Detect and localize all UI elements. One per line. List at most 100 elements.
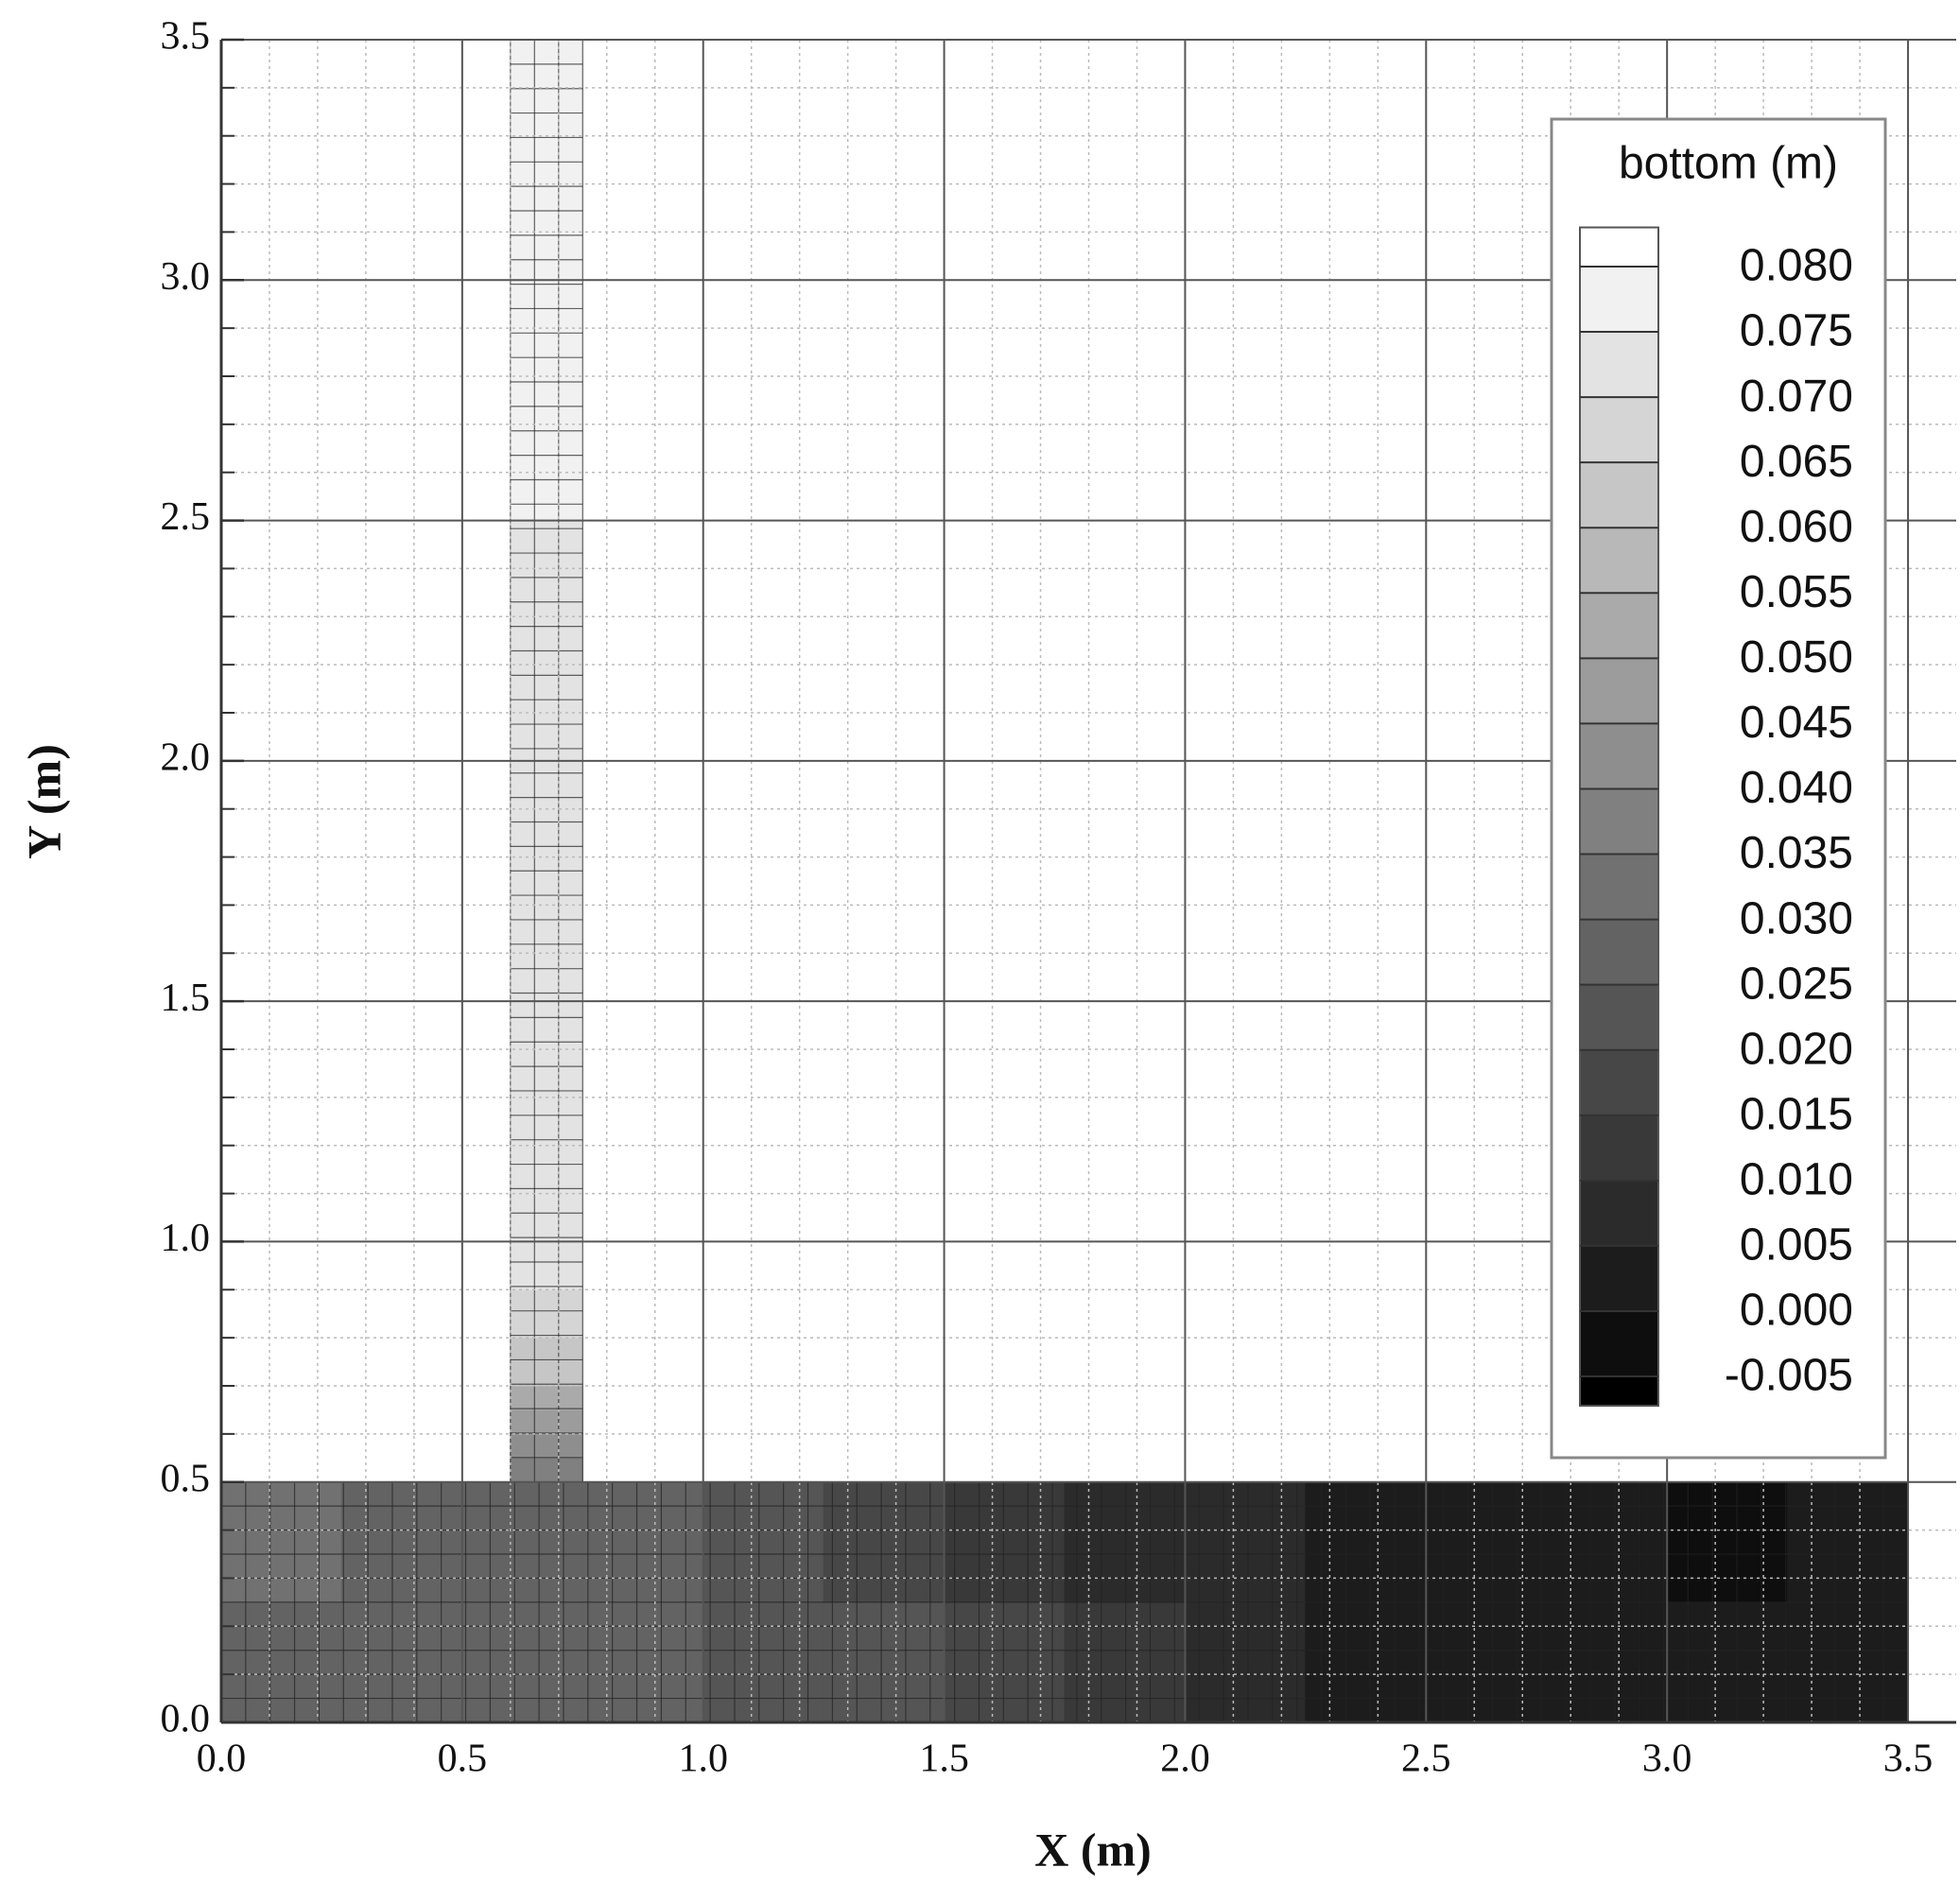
colorbar-label: 0.020 bbox=[1740, 1024, 1853, 1074]
colorbar-label: 0.045 bbox=[1740, 698, 1853, 748]
y-tick-label: 3.5 bbox=[161, 15, 211, 59]
y-tick-label: 1.5 bbox=[161, 977, 211, 1020]
colorbar-band bbox=[1580, 1180, 1658, 1246]
y-tick-label: 3.0 bbox=[161, 255, 211, 299]
colorbar-label: 0.050 bbox=[1740, 632, 1853, 683]
colorbar-band bbox=[1580, 788, 1658, 855]
y-tick-label: 2.0 bbox=[161, 735, 211, 779]
colorbar-label: 0.025 bbox=[1740, 959, 1853, 1009]
field-cell bbox=[1425, 1481, 1548, 1603]
field-cell bbox=[1305, 1601, 1427, 1723]
field-cell bbox=[220, 1481, 342, 1603]
x-tick-label: 1.5 bbox=[919, 1738, 969, 1781]
field-cell bbox=[1546, 1601, 1668, 1723]
colorbar-band bbox=[1580, 658, 1658, 724]
x-tick-label: 2.0 bbox=[1160, 1738, 1210, 1781]
field-cell bbox=[510, 520, 583, 762]
field bbox=[220, 39, 1909, 1723]
field-cell bbox=[220, 1601, 342, 1723]
field-cell bbox=[461, 1601, 583, 1723]
field-cell bbox=[510, 1409, 583, 1435]
colorbar-label: 0.065 bbox=[1740, 437, 1853, 487]
colorbar-label: 0.055 bbox=[1740, 567, 1853, 617]
field-cell bbox=[823, 1601, 945, 1723]
colorbar-band bbox=[1580, 919, 1658, 985]
colorbar-band bbox=[1580, 527, 1658, 594]
colorbar-label: 0.005 bbox=[1740, 1220, 1853, 1271]
field-cell bbox=[1184, 1601, 1307, 1723]
field-cell bbox=[510, 1240, 583, 1290]
field-cell bbox=[1305, 1481, 1427, 1603]
field-cell bbox=[1546, 1481, 1668, 1603]
field-cell bbox=[581, 1601, 704, 1723]
colorbar-label: 0.010 bbox=[1740, 1154, 1853, 1204]
colorbar-band bbox=[1580, 984, 1658, 1050]
field-cell bbox=[823, 1481, 945, 1603]
colorbar-band bbox=[1580, 462, 1658, 528]
y-tick-label: 0.0 bbox=[161, 1698, 211, 1741]
x-tick-label: 0.5 bbox=[438, 1738, 488, 1781]
field-cell bbox=[1064, 1481, 1186, 1603]
field-cell bbox=[1666, 1481, 1789, 1603]
axes: 0.0 0.5 1.0 1.5 2.0 2.5 3.0 3.5 0.0 0.5 1.0 1.5 2.0 2… bbox=[161, 15, 1956, 1781]
colorbar-band bbox=[1580, 267, 1658, 333]
y-tick-label: 2.5 bbox=[161, 495, 211, 539]
field-cell bbox=[1787, 1481, 1909, 1603]
colorbar-band bbox=[1580, 1310, 1658, 1376]
colorbar-band bbox=[1580, 1049, 1658, 1115]
colorbar-label: 0.015 bbox=[1740, 1089, 1853, 1139]
field-cell bbox=[1184, 1481, 1307, 1603]
field-cell bbox=[510, 1457, 583, 1483]
x-tick-label: 0.0 bbox=[197, 1738, 247, 1781]
colorbar-band bbox=[1580, 332, 1658, 398]
field-cell bbox=[340, 1601, 463, 1723]
x-tick-label: 3.5 bbox=[1883, 1738, 1934, 1781]
colorbar-band bbox=[1580, 1245, 1658, 1311]
field-cell bbox=[1064, 1601, 1186, 1723]
field-cell bbox=[1425, 1601, 1548, 1723]
field-cell bbox=[1787, 1601, 1909, 1723]
colorbar-label: 0.080 bbox=[1740, 241, 1853, 291]
field-cell bbox=[581, 1481, 704, 1603]
colorbar-band bbox=[1580, 723, 1658, 789]
colorbar-label: 0.040 bbox=[1740, 763, 1853, 813]
x-tick-label: 2.5 bbox=[1401, 1738, 1451, 1781]
field-cell bbox=[461, 1481, 583, 1603]
field-cell bbox=[510, 1288, 583, 1339]
colorbar-label: 0.030 bbox=[1740, 893, 1853, 943]
x-tick-label: 1.0 bbox=[678, 1738, 728, 1781]
y-tick-label: 0.5 bbox=[161, 1457, 211, 1500]
colorbar-band bbox=[1580, 1115, 1658, 1181]
field-cell bbox=[510, 1385, 583, 1410]
field-cell bbox=[510, 1000, 583, 1242]
y-tick-label: 1.0 bbox=[161, 1217, 211, 1260]
colorbar-legend: bottom (m) -0.005 0.000 0.005 0.010 0.015 0.0… bbox=[1550, 117, 1887, 1460]
field-cell bbox=[510, 760, 583, 1002]
colorbar-frame bbox=[1579, 226, 1659, 1408]
colorbar-label: 0.035 bbox=[1740, 828, 1853, 878]
field-cell bbox=[510, 39, 583, 281]
colorbar-band bbox=[1580, 1376, 1658, 1407]
field-cell bbox=[944, 1601, 1066, 1723]
colorbar-label: 0.075 bbox=[1740, 306, 1853, 356]
field-cell bbox=[944, 1481, 1066, 1603]
field-cell bbox=[702, 1601, 824, 1723]
field-cell bbox=[510, 1337, 583, 1387]
colorbar-band bbox=[1580, 854, 1658, 920]
legend-title: bottom (m) bbox=[1619, 139, 1838, 189]
x-tick-label: 3.0 bbox=[1642, 1738, 1692, 1781]
field-cell bbox=[340, 1481, 463, 1603]
colorbar-label: 0.000 bbox=[1740, 1286, 1853, 1336]
y-axis-title: Y (m) bbox=[17, 744, 70, 859]
colorbar-label: 0.060 bbox=[1740, 502, 1853, 552]
colorbar-label: 0.070 bbox=[1740, 372, 1853, 422]
field-cell bbox=[510, 1433, 583, 1459]
colorbar-band bbox=[1580, 593, 1658, 659]
field-cell bbox=[702, 1481, 824, 1603]
colorbar-band bbox=[1580, 397, 1658, 463]
x-axis-title: X (m) bbox=[1034, 1823, 1152, 1876]
colorbar-band bbox=[1580, 227, 1658, 267]
colorbar-label: -0.005 bbox=[1725, 1351, 1853, 1401]
field-cell bbox=[510, 279, 583, 522]
